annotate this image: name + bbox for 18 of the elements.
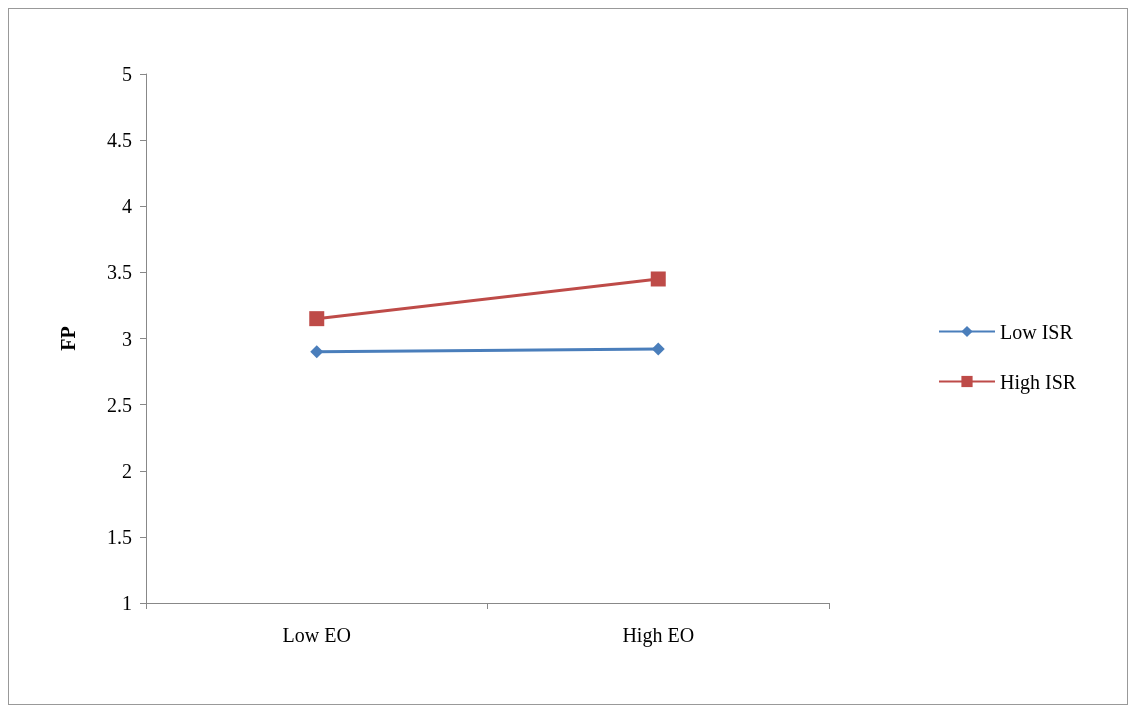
y-tick-label: 5	[122, 63, 132, 85]
y-tick-label: 1.5	[107, 525, 132, 548]
y-tick-label: 3	[122, 327, 132, 350]
x-tick-label: High EO	[622, 624, 695, 647]
y-axis-title: FP	[57, 326, 79, 351]
y-tick-label: 3.5	[107, 261, 132, 284]
legend-label: High ISR	[1000, 370, 1077, 394]
y-tick-label: 1	[122, 592, 132, 614]
point	[650, 271, 666, 287]
x-tick-label: Low EO	[282, 624, 351, 646]
y-tick-label: 2.5	[107, 393, 132, 416]
y-tick-label: 4.5	[107, 129, 132, 152]
point	[310, 345, 324, 359]
point	[309, 311, 325, 327]
point	[651, 342, 665, 356]
legend-label: Low ISR	[1000, 320, 1074, 343]
y-tick-label: 2	[122, 459, 132, 482]
y-tick-label: 4	[122, 195, 132, 218]
